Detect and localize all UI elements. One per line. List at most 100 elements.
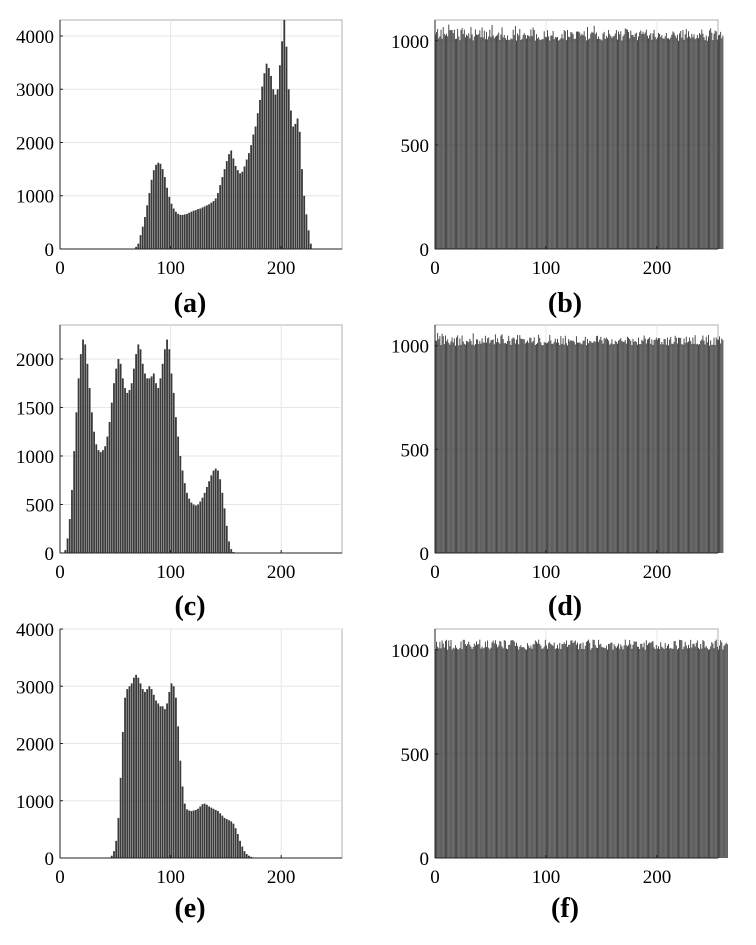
bar: [438, 339, 440, 553]
bar: [620, 644, 622, 858]
bar: [568, 36, 570, 250]
bar: [132, 677, 135, 858]
bar: [691, 343, 693, 553]
bar: [442, 336, 444, 553]
bar: [443, 344, 445, 553]
bar: [549, 642, 551, 858]
bar: [579, 342, 581, 553]
bar: [605, 36, 607, 249]
bar: [594, 34, 596, 249]
bar: [577, 31, 578, 250]
bar: [506, 343, 507, 553]
bar: [113, 383, 115, 553]
bar: [699, 649, 701, 858]
bar: [639, 344, 641, 553]
bar: [572, 643, 574, 858]
bar: [522, 339, 524, 553]
x-tick-label: 100: [532, 562, 561, 583]
bar: [565, 640, 567, 858]
bar: [643, 335, 645, 553]
bar: [631, 34, 633, 249]
bar: [623, 342, 625, 553]
bar: [186, 213, 188, 249]
bar: [201, 804, 204, 858]
bar: [456, 337, 457, 553]
bar: [110, 402, 113, 553]
bar: [650, 343, 652, 553]
bar: [625, 29, 627, 249]
bar: [693, 343, 695, 553]
x-tick-label: 0: [430, 867, 440, 888]
bar: [477, 644, 479, 858]
gridlines-e: [60, 628, 342, 858]
bar: [452, 647, 454, 858]
bar: [645, 29, 647, 249]
bar: [549, 40, 551, 249]
bar: [583, 340, 585, 553]
bar: [584, 645, 586, 858]
bar: [681, 37, 683, 250]
bar: [718, 649, 719, 858]
bar: [232, 823, 235, 858]
bar: [469, 644, 471, 858]
bar: [630, 644, 632, 858]
bar: [457, 28, 459, 250]
bar: [557, 338, 558, 553]
bar: [483, 342, 485, 553]
bar: [534, 640, 536, 858]
bar: [518, 649, 520, 858]
bar: [648, 38, 649, 249]
bar: [444, 640, 446, 858]
bar: [611, 642, 613, 858]
bar: [451, 649, 453, 858]
bar: [501, 334, 503, 553]
bar: [163, 177, 166, 249]
bar: [228, 820, 230, 858]
bar: [620, 338, 622, 553]
bar: [618, 31, 620, 250]
bar: [517, 646, 519, 858]
bar: [592, 639, 594, 858]
bar: [450, 640, 452, 858]
bar: [141, 689, 144, 858]
bar: [678, 40, 679, 249]
bar: [582, 340, 584, 553]
bar: [481, 338, 483, 553]
bar: [635, 641, 637, 858]
bar: [685, 336, 687, 553]
bar: [672, 31, 674, 250]
bar: [550, 643, 552, 858]
bar: [117, 817, 120, 858]
bar: [462, 639, 464, 858]
bar: [208, 481, 210, 553]
panel-b: 0 100 200 0 500 1000 (b): [391, 19, 724, 319]
bar: [441, 333, 443, 553]
bar: [696, 343, 698, 553]
y-tick-label: 0: [420, 544, 430, 565]
bar: [452, 33, 454, 250]
bar: [630, 30, 632, 250]
bar: [514, 343, 516, 553]
bar: [693, 643, 695, 858]
bar: [519, 335, 521, 553]
bar: [599, 38, 601, 249]
bar: [660, 642, 662, 858]
bar: [137, 677, 140, 858]
bar: [181, 214, 184, 249]
bar: [695, 344, 697, 553]
bar: [639, 32, 641, 249]
bar: [660, 36, 662, 249]
bar: [722, 649, 724, 858]
bar: [190, 502, 193, 553]
bar: [500, 335, 502, 553]
bar: [181, 470, 184, 553]
bar: [619, 339, 621, 553]
y-tick-label: 500: [26, 495, 55, 516]
bar: [716, 646, 718, 858]
bar: [545, 37, 547, 249]
bar: [635, 342, 637, 553]
x-tick-label: 100: [156, 258, 185, 279]
bar: [632, 338, 634, 553]
bar: [704, 344, 706, 553]
